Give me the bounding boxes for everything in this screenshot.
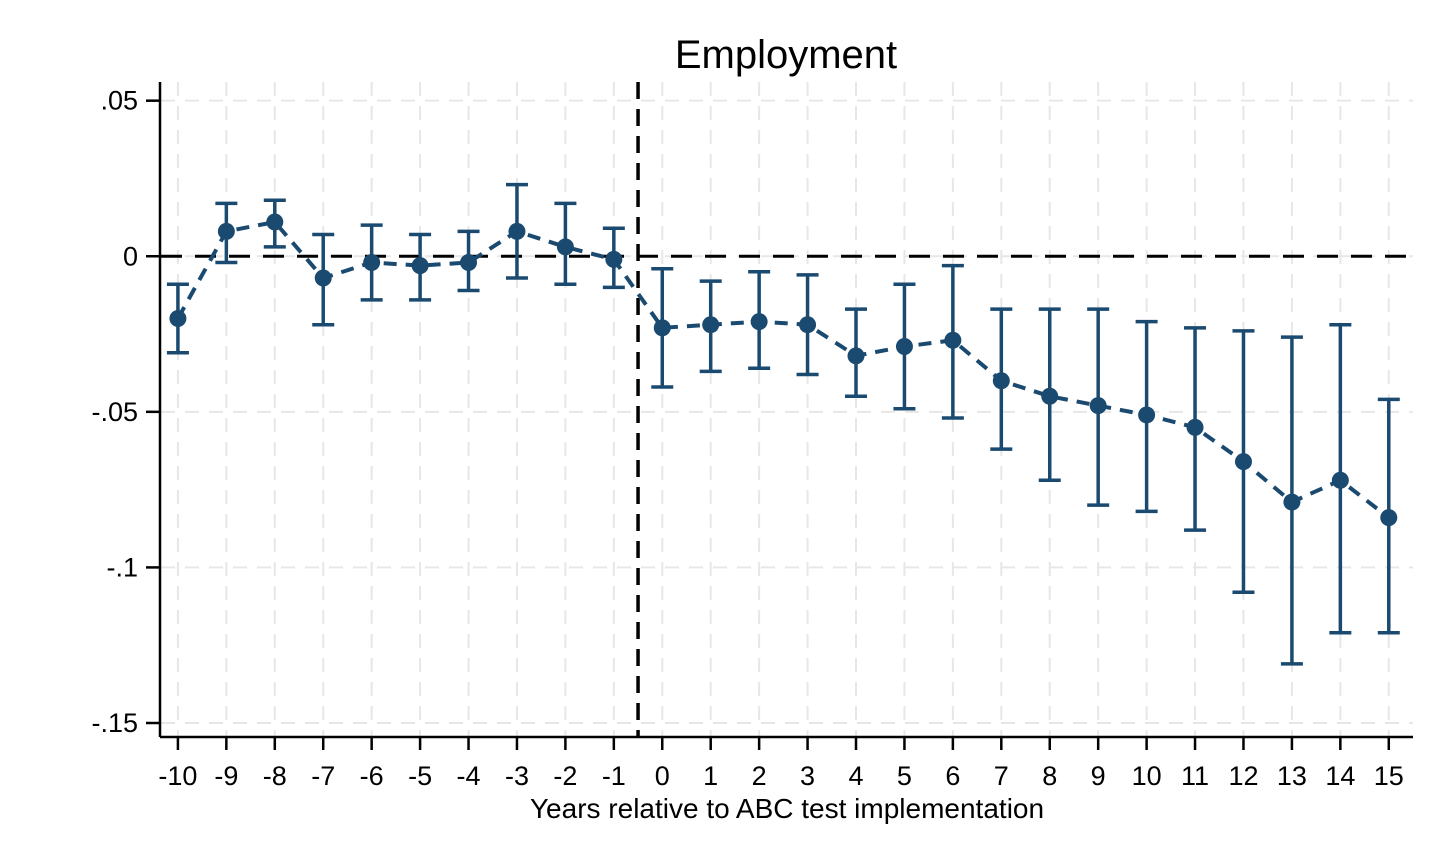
- data-point: [895, 337, 913, 355]
- data-series: [166, 182, 1400, 666]
- tick-labels: .050-.05-.1-.15-10 -9 -8 -7 -6 -5 -4 -3 -2 -1 0 1 2 3…: [91, 86, 1403, 791]
- x-tick-label: 13: [1277, 761, 1307, 791]
- data-point: [992, 372, 1010, 390]
- y-tick-label: -.15: [91, 708, 138, 738]
- x-tick-label: 11: [1181, 761, 1209, 791]
- x-tick-label: 5: [897, 761, 912, 791]
- data-point: [847, 347, 865, 365]
- x-tick-label: -2: [553, 761, 577, 791]
- data-point: [556, 238, 574, 256]
- data-point: [944, 331, 962, 349]
- x-tick-label: 12: [1228, 761, 1258, 791]
- x-tick-label: 6: [945, 761, 960, 791]
- data-point: [217, 222, 235, 240]
- x-axis-title: Years relative to ABC test implementatio…: [530, 793, 1044, 824]
- x-tick-label: -9: [214, 761, 238, 791]
- x-tick-label: 8: [1042, 761, 1057, 791]
- data-point: [799, 316, 817, 334]
- x-tick-label: 9: [1091, 761, 1106, 791]
- data-point: [1283, 493, 1301, 511]
- data-point: [702, 316, 720, 334]
- data-point: [750, 313, 768, 331]
- x-tick-label: 15: [1374, 761, 1404, 791]
- y-tick-label: 0: [123, 241, 138, 271]
- data-point: [1041, 387, 1059, 405]
- x-tick-label: -1: [602, 761, 626, 791]
- x-tick-label: -3: [505, 761, 529, 791]
- axes: [158, 82, 1413, 739]
- x-tick-label: 3: [800, 761, 815, 791]
- gridlines: [161, 82, 1413, 736]
- y-tick-label: -.05: [91, 397, 138, 427]
- reference-lines: [161, 82, 1413, 737]
- series-connector-line: [176, 219, 1391, 520]
- x-tick-label: -10: [158, 761, 197, 791]
- data-point: [1089, 397, 1107, 415]
- x-tick-label: -5: [408, 761, 432, 791]
- chart-title: Employment: [675, 33, 897, 77]
- data-point: [1331, 471, 1349, 489]
- data-point: [1234, 453, 1252, 471]
- y-tick-label: .05: [100, 86, 138, 116]
- y-tick-label: -.1: [106, 552, 138, 582]
- data-point: [314, 269, 332, 287]
- data-point: [460, 253, 478, 271]
- data-point: [605, 250, 623, 268]
- x-tick-label: -6: [360, 761, 384, 791]
- x-tick-label: 14: [1325, 761, 1355, 791]
- x-tick-label: -7: [311, 761, 335, 791]
- x-tick-label: 2: [752, 761, 767, 791]
- x-tick-label: 10: [1132, 761, 1162, 791]
- x-tick-label: 0: [655, 761, 670, 791]
- x-tick-label: 1: [703, 761, 718, 791]
- data-point: [1186, 418, 1204, 436]
- data-point: [1138, 406, 1156, 424]
- data-point: [411, 257, 429, 275]
- data-point: [1380, 509, 1398, 527]
- x-tick-label: -4: [457, 761, 481, 791]
- data-point: [363, 253, 381, 271]
- data-point: [266, 213, 284, 231]
- x-tick-label: 7: [994, 761, 1009, 791]
- data-point: [653, 319, 671, 337]
- data-point: [508, 222, 526, 240]
- data-point: [169, 309, 187, 327]
- x-tick-label: -8: [263, 761, 287, 791]
- x-tick-label: 4: [848, 761, 863, 791]
